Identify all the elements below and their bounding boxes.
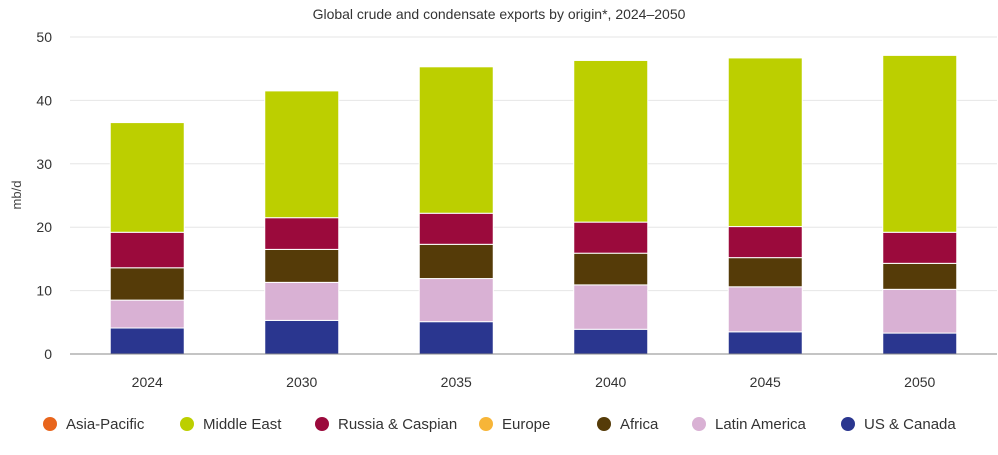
bar-stack-2024	[109, 122, 185, 355]
bar-us-canada-2040	[573, 328, 649, 355]
bar-us-canada-2030	[264, 319, 340, 355]
chart-title: Global crude and condensate exports by o…	[313, 6, 686, 22]
bar-latin-america-2050	[882, 288, 958, 334]
bar-russia-caspian-2050	[882, 231, 958, 264]
bar-stack-2040	[573, 59, 649, 355]
y-axis-label: mb/d	[9, 181, 24, 210]
bar-middle-east-2030	[264, 90, 340, 219]
legend-item-latin-america[interactable]: Latin America	[692, 416, 807, 433]
legend-item-us-canada[interactable]: US & Canada	[841, 416, 956, 433]
x-tick-label: 2024	[132, 374, 163, 390]
legend-marker	[597, 417, 611, 431]
legend: Asia-Pacific Middle East Russia & Caspian E…	[43, 416, 956, 433]
bar-stack-2045	[727, 57, 803, 355]
y-tick-label: 0	[44, 346, 52, 362]
legend-label: Africa	[620, 416, 659, 433]
bar-stack-2030	[264, 90, 340, 355]
x-tick-label: 2035	[441, 374, 472, 390]
x-tick-label: 2030	[286, 374, 317, 390]
y-tick-label: 50	[36, 29, 52, 45]
legend-item-middle-east[interactable]: Middle East	[180, 416, 282, 433]
bar-africa-2024	[109, 267, 185, 301]
bar-us-canada-2035	[418, 321, 494, 355]
legend-label: Europe	[502, 416, 550, 433]
y-tick-label: 10	[36, 283, 52, 299]
y-tick-label: 40	[36, 92, 52, 108]
legend-marker	[315, 417, 329, 431]
bar-middle-east-2040	[573, 59, 649, 223]
bar-latin-america-2035	[418, 278, 494, 323]
bar-latin-america-2030	[264, 281, 340, 321]
bars	[109, 54, 958, 355]
bar-stack-2050	[882, 54, 958, 355]
bar-latin-america-2045	[727, 286, 803, 333]
x-tick-label: 2045	[750, 374, 781, 390]
x-axis: 2024 2030 2035 2040 2045 2050	[70, 353, 997, 390]
legend-label: Russia & Caspian	[338, 416, 457, 433]
bar-us-canada-2045	[727, 331, 803, 355]
x-tick-label: 2050	[904, 374, 935, 390]
gridlines	[70, 36, 997, 292]
bar-africa-2040	[573, 252, 649, 286]
legend-marker	[180, 417, 194, 431]
bar-africa-2050	[882, 262, 958, 290]
bar-latin-america-2040	[573, 284, 649, 330]
bar-russia-caspian-2030	[264, 217, 340, 250]
bar-middle-east-2045	[727, 57, 803, 228]
bar-africa-2045	[727, 257, 803, 288]
bar-us-canada-2024	[109, 327, 185, 355]
legend-marker	[479, 417, 493, 431]
legend-item-asia-pacific[interactable]: Asia-Pacific	[43, 416, 145, 433]
bar-russia-caspian-2035	[418, 212, 494, 245]
bar-africa-2035	[418, 243, 494, 280]
bar-russia-caspian-2045	[727, 226, 803, 259]
legend-marker	[43, 417, 57, 431]
legend-label: Asia-Pacific	[66, 416, 145, 433]
bar-middle-east-2024	[109, 122, 185, 233]
legend-label: Middle East	[203, 416, 282, 433]
y-tick-label: 20	[36, 219, 52, 235]
y-axis: 0 10 20 30 40 50	[36, 29, 52, 362]
bar-latin-america-2024	[109, 299, 185, 329]
legend-label: Latin America	[715, 416, 807, 433]
bar-russia-caspian-2024	[109, 231, 185, 269]
bar-us-canada-2050	[882, 332, 958, 355]
legend-label: US & Canada	[864, 416, 956, 433]
bar-africa-2030	[264, 248, 340, 283]
x-tick-label: 2040	[595, 374, 626, 390]
bar-russia-caspian-2040	[573, 221, 649, 254]
y-tick-label: 30	[36, 156, 52, 172]
legend-item-russia-caspian[interactable]: Russia & Caspian	[315, 416, 457, 433]
bar-middle-east-2050	[882, 54, 958, 233]
bar-stack-2035	[418, 66, 494, 355]
legend-item-africa[interactable]: Africa	[597, 416, 659, 433]
legend-marker	[841, 417, 855, 431]
bar-middle-east-2035	[418, 66, 494, 214]
legend-marker	[692, 417, 706, 431]
legend-item-europe[interactable]: Europe	[479, 416, 550, 433]
